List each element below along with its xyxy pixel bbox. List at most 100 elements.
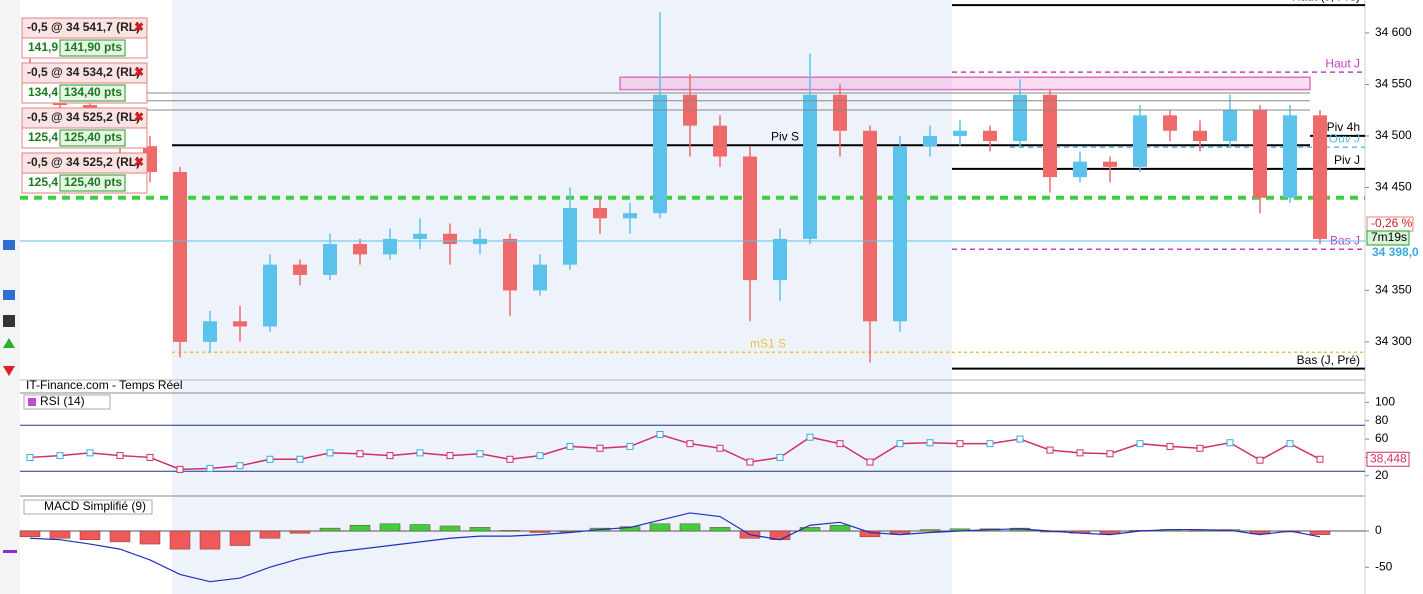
rsi-point — [506, 455, 514, 463]
candle-body — [383, 238, 397, 255]
level-label: Piv S — [771, 129, 799, 143]
order-close: ✖ — [134, 65, 144, 79]
tool-icon[interactable] — [3, 550, 17, 553]
rsi-point — [176, 465, 184, 473]
candle-body — [773, 238, 787, 281]
candle-body — [1013, 94, 1027, 142]
candle-body — [1193, 130, 1207, 142]
candle-body — [863, 130, 877, 322]
rsi-icon — [28, 398, 36, 406]
order-gain: 134,4 — [28, 85, 58, 99]
macd-bar — [469, 527, 491, 532]
candle-body — [743, 156, 757, 281]
y-tick-label: 60 — [1375, 431, 1389, 445]
candle-body — [473, 238, 487, 245]
candle-body — [653, 94, 667, 214]
rsi-point — [806, 433, 814, 441]
order-pts-box — [59, 39, 126, 57]
y-tick-label: 20 — [1375, 468, 1389, 482]
macd-bar — [109, 530, 131, 543]
candle-body — [1163, 115, 1177, 131]
level-label: mS1 S — [750, 336, 786, 350]
rsi-point — [1076, 449, 1084, 457]
tool-icon[interactable] — [3, 338, 15, 348]
rsi-point — [836, 440, 844, 448]
candle-body — [953, 130, 967, 136]
rsi-point — [266, 455, 274, 463]
tool-icon[interactable] — [3, 315, 15, 327]
rsi-title: RSI (14) — [40, 394, 85, 408]
rsi-point — [446, 452, 454, 460]
candle-body — [1313, 115, 1327, 239]
order-label: -0,5 @ 34 525,2 (RL) — [27, 155, 140, 169]
rsi-title-box — [23, 394, 111, 410]
rsi-point — [986, 440, 994, 448]
candle-body — [923, 135, 937, 147]
rsi-point — [476, 450, 484, 458]
candle-body — [503, 238, 517, 291]
order-close: ✖ — [134, 110, 144, 124]
macd-title: MACD Simplifié (9) — [44, 499, 146, 513]
rsi-last-box — [1366, 451, 1410, 467]
rsi-last-label: 38,448 — [1370, 451, 1407, 465]
macd-bar — [289, 530, 311, 534]
tool-icon[interactable] — [3, 290, 15, 300]
candle-body — [173, 171, 187, 342]
order-gain: 125,4 — [28, 130, 58, 144]
macd-bar — [1099, 530, 1121, 535]
macd-bar — [1189, 530, 1211, 532]
macd-bar — [529, 530, 551, 533]
y-tick-label: 0 — [1375, 523, 1382, 537]
y-tick-label: 34 500 — [1375, 128, 1412, 142]
tool-icon[interactable] — [3, 366, 15, 376]
macd-bar — [319, 527, 341, 532]
macd-bar — [49, 530, 71, 539]
rsi-point — [146, 453, 154, 461]
macd-bar — [1309, 530, 1331, 535]
rsi-point — [656, 430, 664, 438]
candle-body — [1283, 115, 1297, 198]
level-label: Piv J — [1334, 153, 1360, 167]
candle-body — [1223, 110, 1237, 142]
rsi-point — [326, 449, 334, 457]
rsi-point — [1046, 446, 1054, 454]
macd-title-box — [23, 499, 153, 515]
rsi-point — [716, 444, 724, 452]
change-label: -0,26 % — [1371, 216, 1413, 230]
rsi-point — [566, 442, 574, 450]
rsi-point — [1226, 439, 1234, 447]
rsi-point — [866, 458, 874, 466]
rsi-point — [926, 439, 934, 447]
rsi-point — [386, 452, 394, 460]
candle-body — [563, 208, 577, 265]
timer-box — [1366, 230, 1410, 246]
macd-bar — [829, 524, 851, 532]
order-ticket: -0,5 @ 34 541,7 (RL)✖ 141,9 141,90 pts — [21, 17, 148, 59]
y-tick-label: -50 — [1375, 559, 1393, 573]
level-label: Bas (J, Pré) — [1297, 353, 1360, 367]
order-close: ✖ — [134, 155, 144, 169]
macd-bar — [709, 527, 731, 532]
macd-bar — [649, 523, 671, 532]
macd-line — [29, 512, 1321, 583]
y-tick-label: 34 600 — [1375, 25, 1412, 39]
rsi-point — [356, 450, 364, 458]
macd-bar — [1249, 530, 1271, 535]
order-pts: 141,90 pts — [64, 40, 122, 54]
rsi-point — [776, 453, 784, 461]
tool-icon[interactable] — [3, 240, 15, 250]
macd-bar — [199, 530, 221, 550]
candle-body — [803, 94, 817, 239]
macd-bar — [259, 530, 281, 539]
level-label: Bas J — [1330, 233, 1360, 247]
y-tick-label: 100 — [1375, 395, 1395, 409]
macd-bar — [919, 529, 941, 532]
rsi-point — [1256, 456, 1264, 464]
rsi-line — [29, 433, 1321, 471]
session-shade — [172, 0, 952, 594]
rsi-point — [1016, 435, 1024, 443]
order-ticket: -0,5 @ 34 525,2 (RL)✖ 125,4 125,40 pts — [21, 152, 148, 194]
candle-body — [293, 264, 307, 275]
rsi-point — [1166, 442, 1174, 450]
